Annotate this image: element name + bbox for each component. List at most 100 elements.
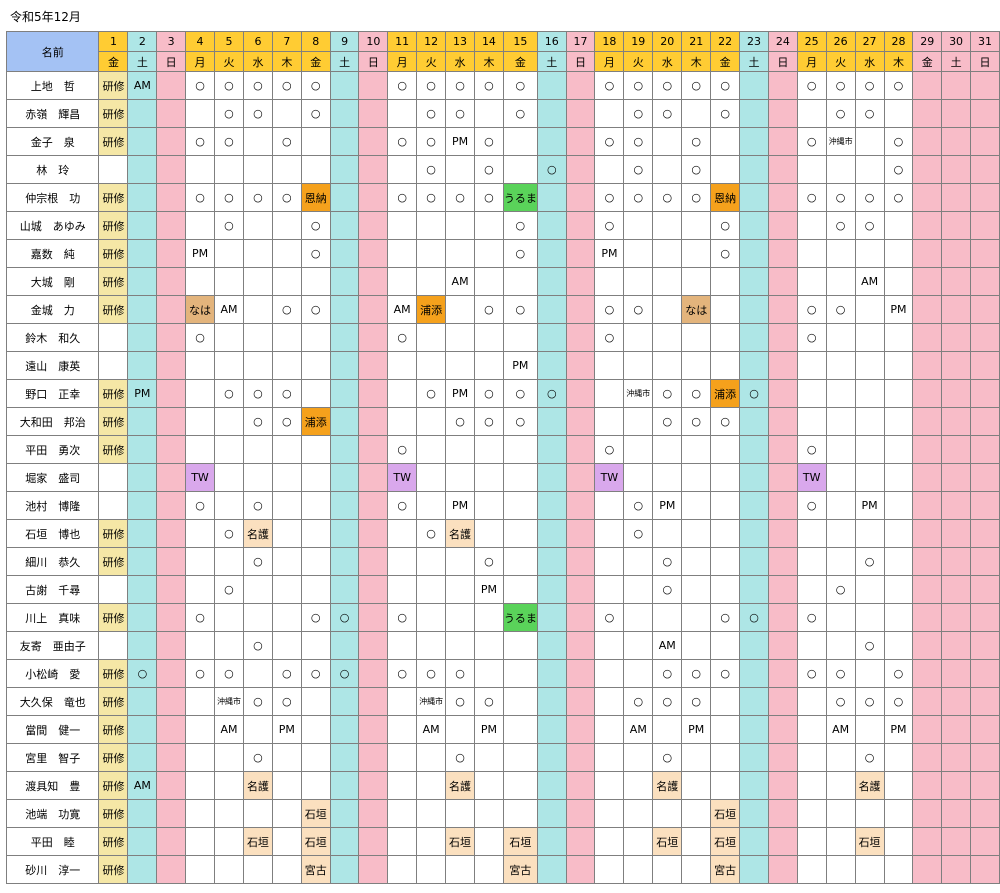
schedule-cell[interactable]	[358, 575, 389, 604]
schedule-cell[interactable]	[329, 99, 360, 128]
schedule-cell[interactable]	[565, 799, 596, 828]
schedule-cell[interactable]	[681, 491, 712, 520]
schedule-cell[interactable]	[710, 687, 741, 716]
schedule-cell[interactable]	[652, 239, 683, 268]
schedule-cell[interactable]: ○	[883, 127, 914, 156]
schedule-cell[interactable]	[767, 323, 798, 352]
schedule-cell[interactable]: ○	[796, 659, 827, 688]
schedule-cell[interactable]	[767, 827, 798, 856]
schedule-cell[interactable]	[156, 743, 187, 772]
schedule-cell[interactable]	[271, 603, 302, 632]
schedule-cell[interactable]: ○	[242, 743, 273, 772]
schedule-cell[interactable]: ○	[300, 659, 331, 688]
schedule-cell[interactable]	[387, 743, 418, 772]
schedule-cell[interactable]	[883, 491, 914, 520]
schedule-cell[interactable]: 研修	[98, 659, 129, 688]
schedule-cell[interactable]	[358, 323, 389, 352]
schedule-cell[interactable]: PM	[854, 491, 885, 520]
schedule-cell[interactable]	[767, 295, 798, 324]
schedule-cell[interactable]	[767, 379, 798, 408]
schedule-cell[interactable]	[536, 183, 567, 212]
schedule-cell[interactable]: ○	[185, 659, 215, 688]
schedule-cell[interactable]	[156, 295, 187, 324]
schedule-cell[interactable]	[594, 659, 625, 688]
schedule-cell[interactable]	[127, 743, 158, 772]
schedule-cell[interactable]	[387, 407, 418, 436]
schedule-cell[interactable]	[739, 491, 769, 520]
schedule-cell[interactable]	[652, 127, 683, 156]
schedule-cell[interactable]	[416, 211, 447, 240]
schedule-cell[interactable]	[502, 799, 538, 828]
schedule-cell[interactable]	[536, 351, 567, 380]
schedule-cell[interactable]	[623, 855, 654, 884]
schedule-cell[interactable]	[185, 715, 215, 744]
schedule-cell[interactable]	[565, 99, 596, 128]
schedule-cell[interactable]	[941, 99, 971, 128]
schedule-cell[interactable]	[329, 799, 360, 828]
schedule-cell[interactable]	[594, 351, 625, 380]
schedule-cell[interactable]: ○	[213, 659, 244, 688]
schedule-cell[interactable]	[969, 491, 1000, 520]
schedule-cell[interactable]	[854, 323, 885, 352]
schedule-cell[interactable]	[825, 771, 856, 800]
schedule-cell[interactable]	[329, 715, 360, 744]
schedule-cell[interactable]	[825, 519, 856, 548]
schedule-cell[interactable]: ○	[329, 603, 360, 632]
schedule-cell[interactable]	[912, 295, 943, 324]
schedule-cell[interactable]	[387, 855, 418, 884]
schedule-cell[interactable]	[623, 771, 654, 800]
schedule-cell[interactable]	[156, 547, 187, 576]
schedule-cell[interactable]	[445, 435, 476, 464]
schedule-cell[interactable]	[536, 295, 567, 324]
schedule-cell[interactable]	[825, 603, 856, 632]
schedule-cell[interactable]	[127, 295, 158, 324]
schedule-cell[interactable]	[474, 435, 504, 464]
schedule-cell[interactable]	[300, 519, 331, 548]
schedule-cell[interactable]: ○	[416, 659, 447, 688]
schedule-cell[interactable]	[941, 379, 971, 408]
schedule-cell[interactable]	[883, 407, 914, 436]
schedule-cell[interactable]: 研修	[98, 183, 129, 212]
schedule-cell[interactable]: ○	[300, 295, 331, 324]
schedule-cell[interactable]	[710, 743, 741, 772]
schedule-cell[interactable]	[156, 99, 187, 128]
schedule-cell[interactable]	[156, 435, 187, 464]
schedule-cell[interactable]	[242, 127, 273, 156]
schedule-cell[interactable]	[854, 575, 885, 604]
schedule-cell[interactable]	[941, 687, 971, 716]
schedule-cell[interactable]	[652, 463, 683, 492]
schedule-cell[interactable]	[796, 575, 827, 604]
schedule-cell[interactable]	[416, 575, 447, 604]
schedule-cell[interactable]: ○	[652, 659, 683, 688]
schedule-cell[interactable]	[387, 631, 418, 660]
schedule-cell[interactable]	[565, 771, 596, 800]
schedule-cell[interactable]	[739, 687, 769, 716]
schedule-cell[interactable]	[502, 155, 538, 184]
schedule-cell[interactable]	[329, 743, 360, 772]
schedule-cell[interactable]: ○	[854, 743, 885, 772]
schedule-cell[interactable]	[883, 323, 914, 352]
schedule-cell[interactable]: ○	[271, 127, 302, 156]
schedule-cell[interactable]	[710, 435, 741, 464]
schedule-cell[interactable]	[242, 463, 273, 492]
schedule-cell[interactable]	[242, 323, 273, 352]
schedule-cell[interactable]	[387, 519, 418, 548]
schedule-cell[interactable]: ○	[825, 687, 856, 716]
schedule-cell[interactable]	[271, 351, 302, 380]
schedule-cell[interactable]	[565, 323, 596, 352]
schedule-cell[interactable]: ○	[710, 239, 741, 268]
schedule-cell[interactable]	[416, 267, 447, 296]
schedule-cell[interactable]: ○	[623, 99, 654, 128]
schedule-cell[interactable]: ○	[623, 519, 654, 548]
schedule-cell[interactable]	[594, 771, 625, 800]
schedule-cell[interactable]	[185, 771, 215, 800]
schedule-cell[interactable]	[358, 463, 389, 492]
schedule-cell[interactable]: ○	[796, 71, 827, 100]
schedule-cell[interactable]: ○	[387, 183, 418, 212]
schedule-cell[interactable]: ○	[796, 491, 827, 520]
schedule-cell[interactable]	[767, 211, 798, 240]
schedule-cell[interactable]	[536, 519, 567, 548]
schedule-cell[interactable]: ○	[242, 71, 273, 100]
schedule-cell[interactable]	[416, 631, 447, 660]
schedule-cell[interactable]: ○	[387, 71, 418, 100]
